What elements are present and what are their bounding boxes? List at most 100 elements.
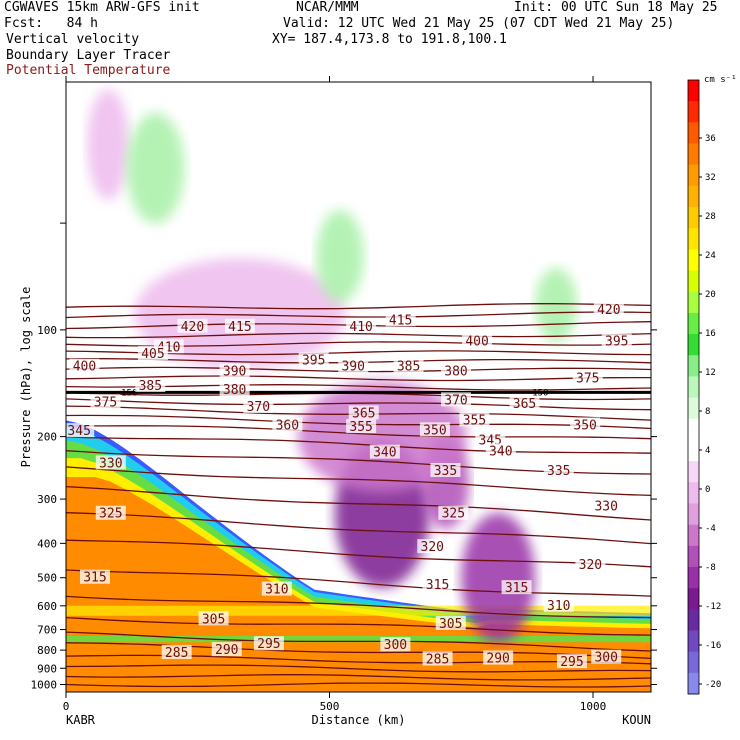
theta-label-bg-6 <box>462 333 493 348</box>
theta-label-0: 420 <box>181 320 204 335</box>
theta-label-23: 360 <box>276 418 299 433</box>
colorbar-cell-23 <box>688 566 699 589</box>
theta-label-bg-53 <box>161 644 192 659</box>
theta-label-bg-12 <box>338 358 369 373</box>
theta-label-41: 315 <box>426 578 449 593</box>
isentrope-0 <box>66 682 651 688</box>
theta-label-bg-54 <box>422 651 453 666</box>
theta-label-1: 415 <box>228 320 251 335</box>
colorbar-cell-25 <box>688 609 699 631</box>
theta-label-bg-10 <box>298 352 329 367</box>
y-tick-label-8: 900 <box>37 662 57 675</box>
field-boundary-layer-tracer: Boundary Layer Tracer <box>6 48 171 63</box>
colorbar-cell-5 <box>688 185 699 208</box>
theta-label-bg-37 <box>438 505 469 520</box>
theta-label-bg-39 <box>575 556 606 571</box>
colorbar-cell-15 <box>688 397 699 420</box>
colorbar-label-12: -12 <box>705 602 721 612</box>
theta-label-bg-5 <box>593 302 624 317</box>
org-label: NCAR/MMM <box>296 0 359 15</box>
theta-label-17: 380 <box>223 383 246 398</box>
colorbar-cell-4 <box>688 164 699 187</box>
theta-label-39: 320 <box>579 558 602 573</box>
theta-label-bg-36 <box>95 505 126 520</box>
theta-label-bg-19 <box>243 398 274 413</box>
theta-label-bg-25 <box>459 412 490 427</box>
theta-label-bg-49 <box>253 636 284 651</box>
theta-label-11: 390 <box>223 364 246 379</box>
colorbar-cell-13 <box>688 355 699 377</box>
theta-label-bg-22 <box>348 405 379 420</box>
colorbar-label-8: 4 <box>705 446 710 456</box>
colorbar-label-2: 28 <box>705 212 716 222</box>
isentrope-2 <box>66 664 651 673</box>
colorbar-cell-22 <box>688 545 699 568</box>
colorbar-label-14: -20 <box>705 680 721 690</box>
isentrope-18 <box>66 398 651 411</box>
colorbar-cell-3 <box>688 143 699 166</box>
colorbar-cell-6 <box>688 207 699 229</box>
x-tick-label-1: 500 <box>320 700 340 713</box>
theta-label-48: 300 <box>594 651 617 666</box>
isentrope-1 <box>66 674 651 681</box>
xy-section: XY= 187.4,173.8 to 191.8,100.1 <box>272 32 507 47</box>
colorbar-cell-12 <box>688 334 699 356</box>
theta-label-44: 310 <box>547 599 570 614</box>
theta-label-29: 345 <box>67 424 90 439</box>
colorbar-cell-24 <box>688 588 699 610</box>
theta-label-bg-24 <box>346 419 377 434</box>
theta-label-31: 340 <box>489 444 512 459</box>
theta-label-bg-35 <box>591 498 622 513</box>
theta-label-24: 355 <box>349 420 372 435</box>
colorbar: cm s⁻¹ 36 32 28 24 20 16 12 8 4 0 -4 -8 -12 -16 -20 <box>687 75 737 695</box>
colorbar-cell-27 <box>688 651 699 674</box>
theta-label-bg-33 <box>543 462 574 477</box>
colorbar-cell-7 <box>688 228 699 250</box>
theta-label-bg-44 <box>543 597 574 612</box>
w-cell-5 <box>87 89 130 200</box>
w-cell-2 <box>461 513 536 643</box>
theta-label-42: 315 <box>505 581 528 596</box>
colorbar-label-3: 24 <box>705 251 716 261</box>
colorbar-cell-10 <box>688 291 699 314</box>
theta-label-43: 310 <box>265 583 288 598</box>
w-cell-4 <box>134 258 346 370</box>
theta-label-bg-23 <box>272 417 303 432</box>
x-tick-label-2: 1000 <box>580 700 607 713</box>
theta-label-35: 330 <box>594 500 617 515</box>
isentrope-11 <box>66 485 651 521</box>
colorbar-cell-1 <box>688 101 699 123</box>
colorbar-label-6: 12 <box>705 368 716 378</box>
theta-label-bg-28 <box>475 432 506 447</box>
y-axis-label: Pressure (hPa), log scale <box>19 287 33 468</box>
colorbar-label-11: -8 <box>705 563 716 573</box>
theta-label-bg-14 <box>441 363 471 378</box>
colorbar-cell-11 <box>688 312 699 335</box>
field-vertical-velocity: Vertical velocity <box>6 32 140 47</box>
theta-label-22: 365 <box>352 406 375 421</box>
theta-label-bg-38 <box>417 539 448 554</box>
theta-label-bg-40 <box>79 569 110 584</box>
w-cell-8 <box>126 112 185 224</box>
colorbar-cell-9 <box>688 270 699 293</box>
y-tick-label-0: 100 <box>37 324 57 337</box>
isentrope-6 <box>66 616 651 636</box>
field-potential-temperature: Potential Temperature <box>6 63 171 78</box>
theta-label-bg-46 <box>435 615 466 630</box>
y-tick-label-4: 500 <box>37 572 57 585</box>
pressure-bar-label-0: 150 <box>121 388 137 398</box>
theta-label-4: 415 <box>389 313 412 328</box>
isentrope-14 <box>66 436 651 454</box>
theta-label-53: 285 <box>165 646 188 661</box>
colorbar-cell-20 <box>688 503 699 526</box>
theta-label-bg-9 <box>69 358 100 373</box>
isentrope-10 <box>66 512 651 545</box>
colorbar-cell-21 <box>688 524 699 547</box>
y-tick-label-5: 600 <box>37 600 57 613</box>
axes: 100 200 300 400 500 600 700 800 900 1000 0 500 1000 D… <box>19 76 657 727</box>
theta-label-12: 390 <box>341 360 364 375</box>
theta-label-25: 355 <box>463 413 486 428</box>
theta-label-bg-13 <box>393 358 424 373</box>
isentrope-26 <box>66 332 651 339</box>
colorbar-label-1: 32 <box>705 173 716 183</box>
